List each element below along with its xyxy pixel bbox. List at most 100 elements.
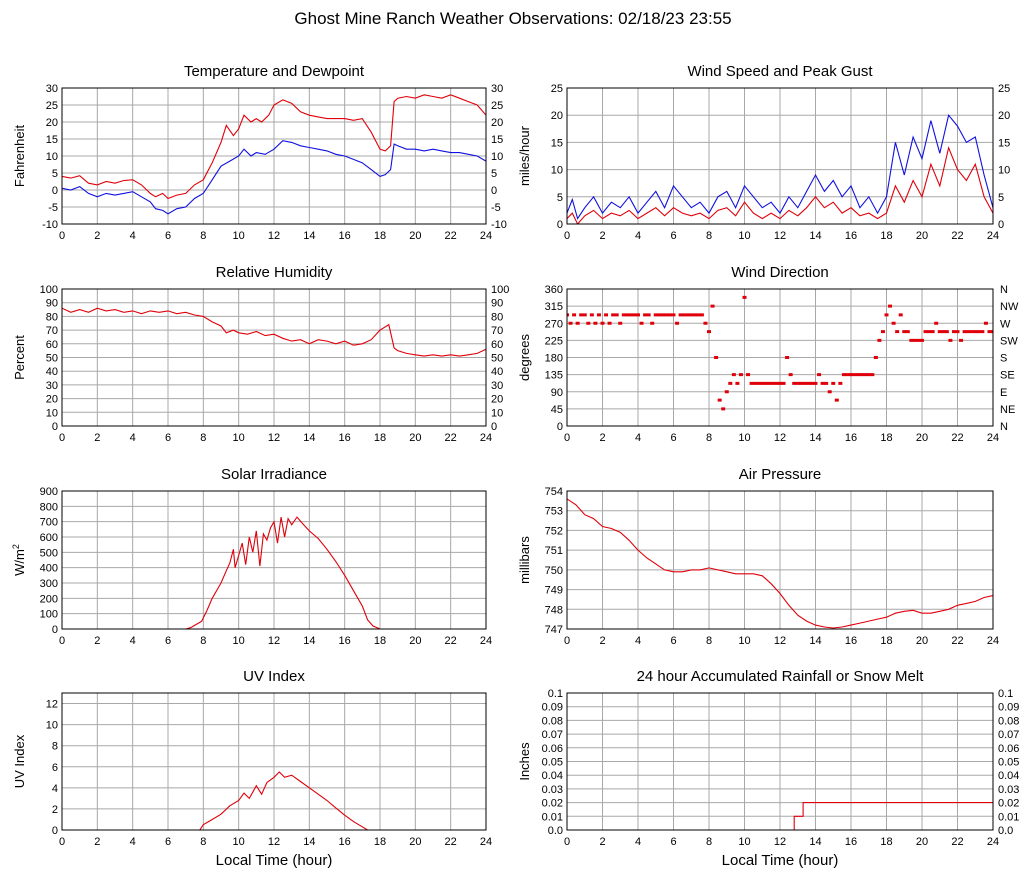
y-tick-label: 360: [545, 284, 563, 296]
x-tick-label: 20: [916, 432, 928, 444]
x-tick-label: 8: [706, 836, 712, 848]
x-tick-label: 4: [635, 432, 641, 444]
y-tick-label-right: 70: [491, 325, 503, 337]
compass-label: E: [1000, 387, 1007, 399]
chart-title: Temperature and Dewpoint: [184, 63, 365, 80]
chart-rainfall: 24 hour Accumulated Rainfall or Snow Mel…: [517, 668, 1019, 869]
x-tick-label: 24: [987, 635, 999, 647]
x-tick-label: 18: [374, 230, 386, 242]
chart-title: Wind Speed and Peak Gust: [687, 63, 873, 80]
x-tick-label: 22: [951, 432, 963, 444]
x-tick-label: 22: [951, 836, 963, 848]
data-point: [976, 330, 981, 334]
x-tick-label: 12: [268, 836, 280, 848]
x-tick-label: 0: [564, 432, 570, 444]
data-point: [625, 313, 630, 317]
y-tick-label: 25: [46, 100, 58, 112]
data-point: [714, 356, 719, 359]
data-point: [923, 330, 928, 334]
x-axis-label: Local Time (hour): [722, 852, 839, 869]
data-point: [849, 373, 853, 377]
data-point: [703, 321, 708, 325]
y-tick-label: 0: [557, 421, 563, 433]
y-axis-label: Inches: [517, 742, 532, 781]
y-tick-label: 600: [40, 532, 58, 544]
y-tick-label: 300: [40, 578, 58, 590]
data-point: [575, 321, 580, 325]
y-tick-label: 20: [46, 117, 58, 129]
x-tick-label: 2: [94, 432, 100, 444]
y-tick-label-right: 0: [998, 219, 1004, 231]
data-point: [753, 381, 758, 385]
y-tick-label-right: 60: [491, 339, 503, 351]
x-tick-label: 20: [409, 230, 421, 242]
y-tick-label: 0.1: [548, 688, 563, 700]
data-point: [749, 381, 754, 385]
data-point: [667, 313, 672, 317]
y-tick-label: 30: [46, 83, 58, 95]
y-tick-label: 0: [52, 185, 58, 197]
data-point: [880, 330, 885, 334]
data-point: [944, 330, 949, 334]
chart-title: Air Pressure: [739, 466, 822, 483]
data-point: [813, 381, 818, 385]
series-line-blue: [567, 113, 993, 220]
data-point: [770, 381, 775, 385]
y-tick-label-right: 0.05: [998, 757, 1019, 769]
plot-frame: [566, 87, 994, 225]
y-tick-label: 0: [52, 421, 58, 433]
data-point: [817, 373, 822, 377]
y-tick-label: 4: [52, 783, 58, 795]
y-tick-label-right: -10: [491, 219, 507, 231]
x-tick-label: 24: [480, 635, 492, 647]
x-tick-label: 22: [951, 230, 963, 242]
series-group: [567, 498, 993, 629]
data-point: [685, 313, 690, 317]
data-point: [763, 381, 768, 385]
y-tick-label: 749: [545, 585, 563, 597]
y-tick-label-right: 0: [491, 185, 497, 197]
series-group: [62, 94, 486, 215]
data-point: [760, 381, 765, 385]
y-tick-label: 10: [46, 720, 58, 732]
y-tick-label: 10: [46, 151, 58, 163]
x-tick-label: 16: [845, 230, 857, 242]
series-group: [567, 113, 993, 224]
x-tick-label: 2: [599, 635, 605, 647]
data-point: [951, 330, 956, 334]
data-point: [671, 313, 676, 317]
data-point: [717, 398, 722, 402]
x-tick-label: 24: [987, 432, 999, 444]
x-tick-label: 10: [738, 836, 750, 848]
y-tick-label-right: 25: [491, 100, 503, 112]
y-tick-label: 25: [551, 83, 563, 95]
y-tick-label: 15: [46, 134, 58, 146]
x-tick-label: 2: [94, 230, 100, 242]
y-tick-label: 200: [40, 593, 58, 605]
y-tick-label: 30: [46, 380, 58, 392]
data-point: [937, 330, 942, 334]
y-tick-label-right: 0.09: [998, 702, 1019, 714]
data-point: [721, 407, 726, 411]
data-point: [859, 373, 864, 377]
x-tick-label: 6: [165, 836, 171, 848]
data-point: [678, 313, 683, 317]
data-point: [600, 321, 605, 325]
plot-frame: [61, 288, 487, 427]
x-tick-label: 0: [564, 836, 570, 848]
data-point: [898, 313, 903, 317]
data-point: [987, 330, 992, 334]
data-point: [611, 313, 616, 317]
y-tick-label: 45: [551, 404, 563, 416]
y-tick-label: 0.0: [548, 825, 563, 837]
chart-title: Relative Humidity: [216, 264, 333, 281]
y-axis-label: degrees: [517, 334, 532, 381]
data-point: [607, 321, 612, 325]
y-tick-label-right: 10: [491, 151, 503, 163]
data-point: [980, 330, 985, 334]
data-point: [568, 321, 573, 325]
y-tick-label-right: 0.1: [998, 688, 1013, 700]
y-tick-label: 60: [46, 339, 58, 351]
x-tick-label: 20: [916, 836, 928, 848]
series-line-red: [62, 516, 486, 629]
